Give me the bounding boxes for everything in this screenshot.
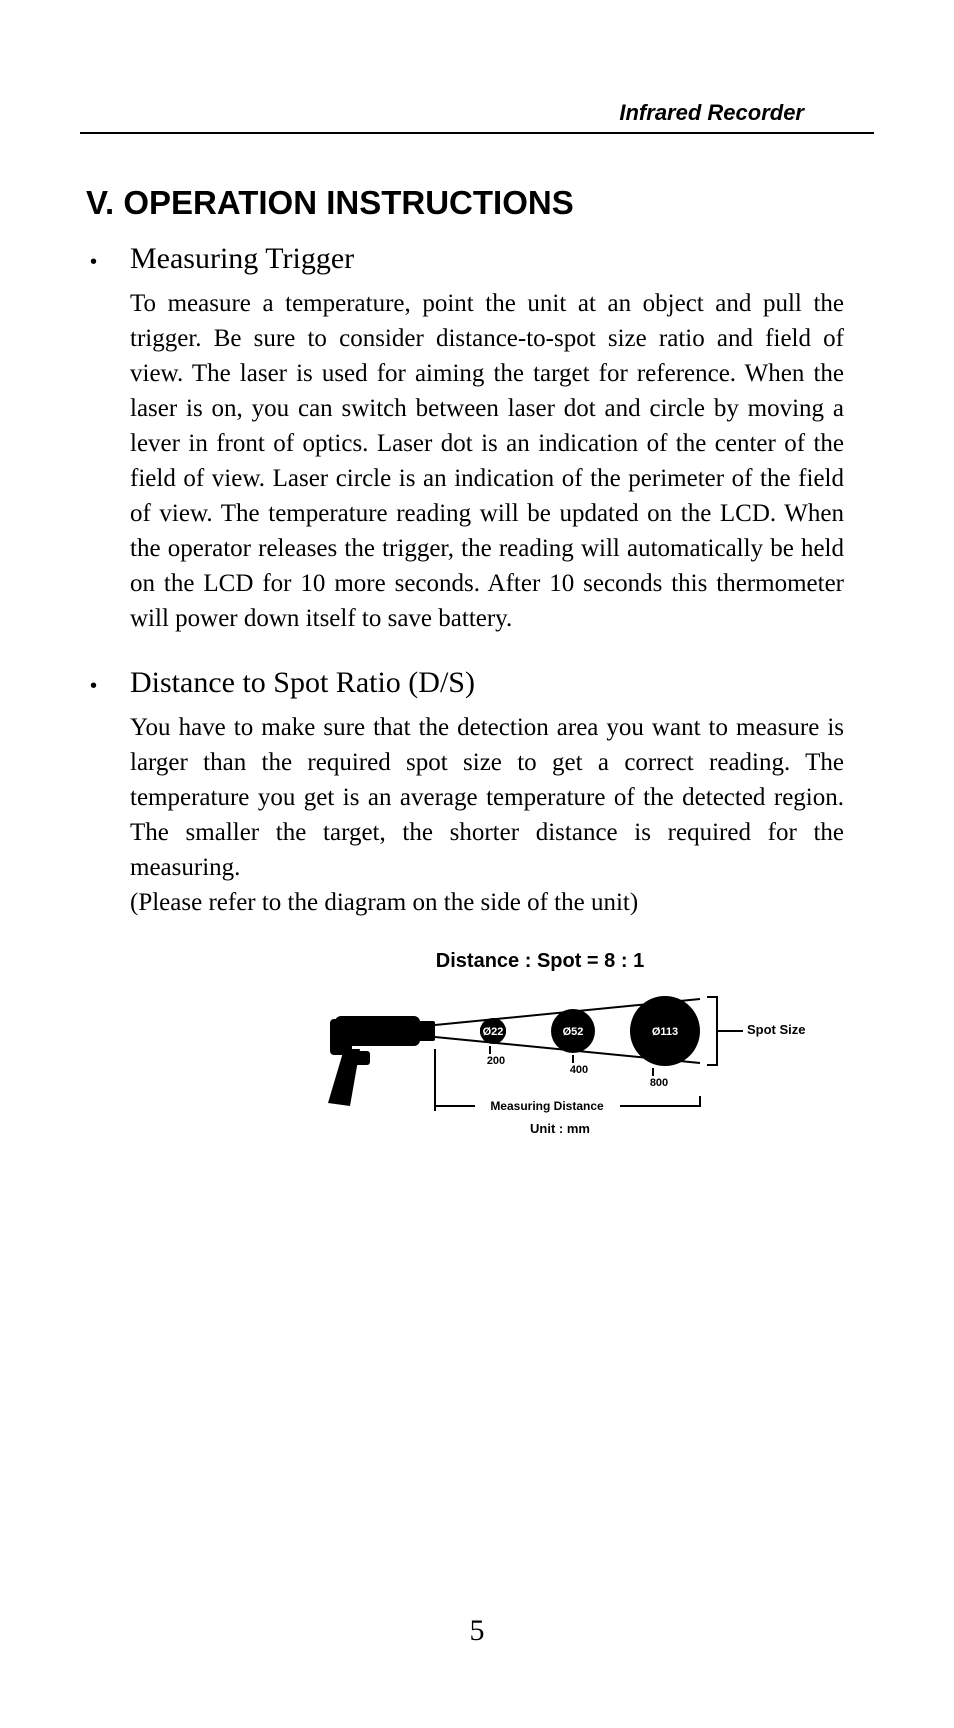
product-name: Infrared Recorder [619, 100, 804, 125]
bullet-dot: • [90, 673, 130, 698]
spot-bracket [707, 997, 743, 1065]
bullet-heading-0: Measuring Trigger [130, 242, 354, 276]
spot-size-label: Spot Size [747, 1022, 806, 1037]
measuring-distance-label: Measuring Distance [490, 1099, 604, 1113]
body-text-0: To measure a temperature, point the unit… [130, 286, 844, 636]
bullet-dot: • [90, 249, 130, 274]
thermometer-icon [328, 1016, 435, 1106]
ds-diagram-svg: Ø22 Ø52 Ø113 Spot Size 200 400 800 Measuring… [300, 981, 820, 1151]
ds-diagram: Distance : Spot = 8 : 1 Ø22 Ø52 Ø113 Spot … [300, 950, 874, 1156]
bullet-item-0: • Measuring Trigger [90, 242, 874, 276]
spot-label-0: Ø22 [483, 1026, 504, 1038]
bullet-item-1: • Distance to Spot Ratio (D/S) [90, 666, 874, 700]
section-title: V. OPERATION INSTRUCTIONS [86, 184, 874, 222]
spot-label-1: Ø52 [563, 1026, 584, 1038]
diagram-title: Distance : Spot = 8 : 1 [300, 950, 780, 973]
distance-label-0: 200 [487, 1055, 505, 1067]
spot-label-2: Ø113 [652, 1026, 678, 1038]
unit-label: Unit : mm [530, 1121, 590, 1136]
page-header: Infrared Recorder [80, 100, 874, 134]
bullet-heading-1: Distance to Spot Ratio (D/S) [130, 666, 475, 700]
distance-label-1: 400 [570, 1064, 588, 1076]
body-text-1: You have to make sure that the detection… [130, 710, 844, 920]
distance-label-2: 800 [650, 1077, 668, 1089]
page-number: 5 [0, 1614, 954, 1648]
